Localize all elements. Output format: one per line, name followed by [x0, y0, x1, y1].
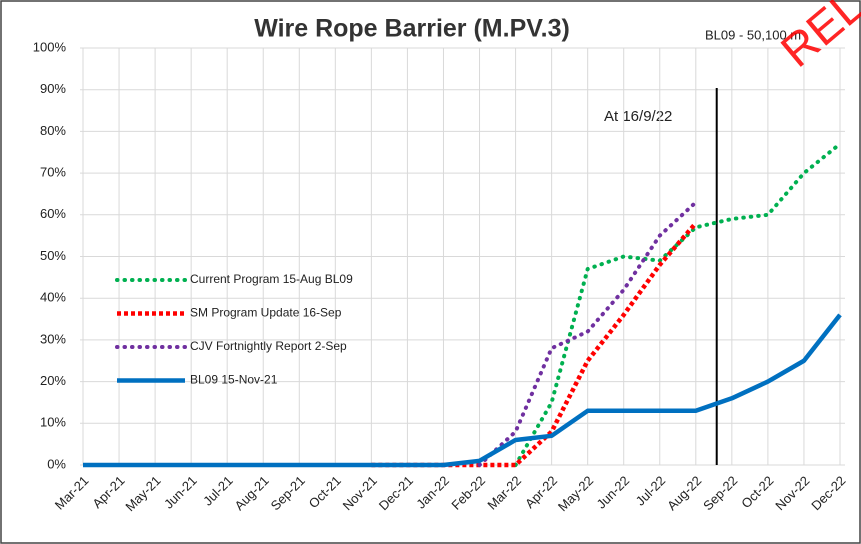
y-tick-label: 100% — [33, 39, 67, 54]
y-tick-label: 40% — [40, 290, 66, 305]
annotation: At 16/9/22 — [604, 108, 672, 125]
y-tick-label: 0% — [47, 456, 66, 471]
legend-label: Current Program 15-Aug BL09 — [190, 272, 353, 286]
series-line — [371, 221, 698, 468]
y-tick-label: 90% — [40, 81, 66, 96]
y-tick-label: 80% — [40, 123, 66, 138]
legend-label: BL09 15-Nov-21 — [190, 373, 278, 387]
annotation: BL09 - 50,100 m — [705, 27, 801, 42]
legend-label: SM Program Update 16-Sep — [190, 306, 342, 320]
y-tick-label: 60% — [40, 206, 66, 221]
chart-title: Wire Rope Barrier (M.PV.3) — [254, 15, 570, 43]
legend-label: CJV Fortnightly Report 2-Sep — [190, 339, 347, 353]
y-tick-label: 50% — [40, 248, 66, 263]
y-tick-label: 30% — [40, 331, 66, 346]
series-line — [83, 313, 842, 468]
series-line — [477, 200, 698, 467]
y-tick-label: 70% — [40, 165, 66, 180]
y-tick-label: 10% — [40, 415, 66, 430]
y-tick-label: 20% — [40, 373, 66, 388]
